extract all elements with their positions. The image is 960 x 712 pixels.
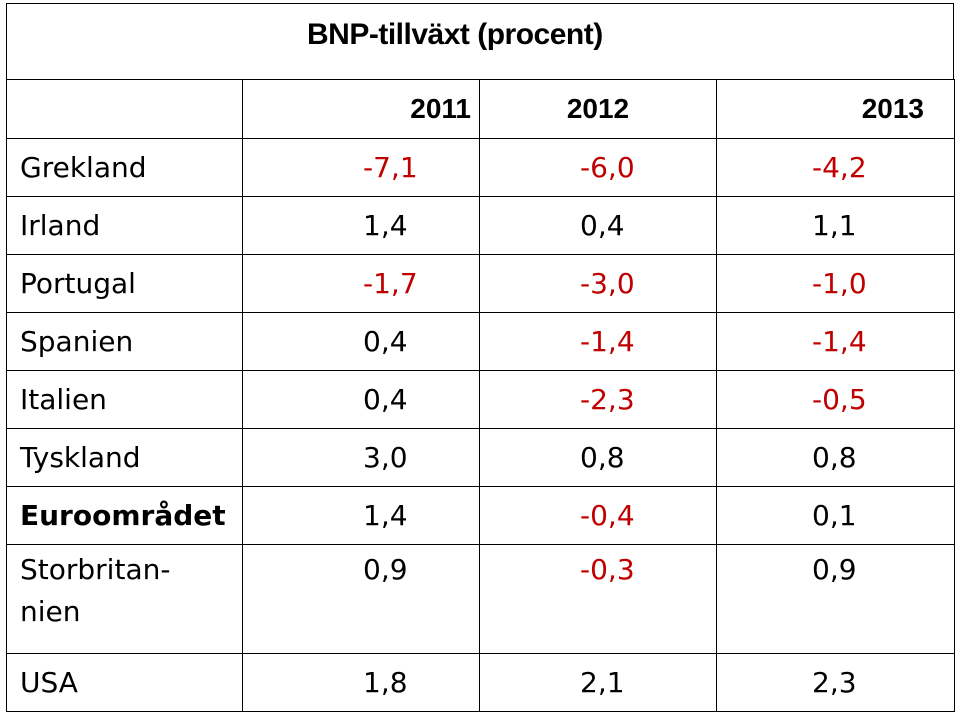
growth-value-2013: 0,9	[716, 544, 955, 654]
header-row: 2011 2012 2013	[6, 79, 955, 139]
country-name: Italien	[6, 370, 243, 429]
growth-value-2012: -0,3	[479, 544, 717, 654]
country-name: USA	[6, 653, 243, 712]
title-cell: BNP-tillväxt (procent)	[6, 3, 954, 79]
growth-value-2013: 0,8	[716, 428, 955, 487]
growth-value-2011: 0,4	[242, 312, 480, 371]
growth-value-2013: -4,2	[716, 138, 955, 197]
table-row: Irland 1,4 0,4 1,1	[6, 196, 955, 255]
table-row: Italien 0,4 -2,3 -0,5	[6, 370, 955, 429]
growth-value-2013: -1,0	[716, 254, 955, 313]
growth-value-2011: 0,9	[242, 544, 480, 654]
growth-value-2013: 1,1	[716, 196, 955, 255]
growth-value-2013: -1,4	[716, 312, 955, 371]
growth-value-2013: 2,3	[716, 653, 955, 712]
header-year-2013: 2013	[716, 79, 955, 139]
table-row: Grekland -7,1 -6,0 -4,2	[6, 138, 955, 197]
country-name: Portugal	[6, 254, 243, 313]
country-name: Spanien	[6, 312, 243, 371]
growth-value-2012: 0,8	[479, 428, 717, 487]
country-name: Storbritan- nien	[6, 544, 243, 654]
country-name: Irland	[6, 196, 243, 255]
table-row: USA 1,8 2,1 2,3	[6, 653, 955, 712]
header-empty-cell	[6, 79, 243, 139]
growth-value-2012: 0,4	[479, 196, 717, 255]
growth-value-2013: 0,1	[716, 486, 955, 545]
growth-value-2012: 2,1	[479, 653, 717, 712]
header-year-2011: 2011	[242, 79, 480, 139]
growth-value-2012: -2,3	[479, 370, 717, 429]
country-name: Euroområdet	[6, 486, 243, 545]
growth-value-2011: 1,8	[242, 653, 480, 712]
table-row: Euroområdet 1,4 -0,4 0,1	[6, 486, 955, 545]
growth-value-2011: -1,7	[242, 254, 480, 313]
growth-value-2012: -1,4	[479, 312, 717, 371]
growth-value-2012: -6,0	[479, 138, 717, 197]
table-row: Spanien 0,4 -1,4 -1,4	[6, 312, 955, 371]
gdp-table: 2011 2012 2013 Grekland -7,1 -6,0 -4,2 Irlan…	[6, 79, 955, 712]
header-year-2012: 2012	[479, 79, 717, 139]
growth-value-2013: -0,5	[716, 370, 955, 429]
growth-value-2011: 1,4	[242, 486, 480, 545]
growth-value-2011: 1,4	[242, 196, 480, 255]
growth-value-2011: -7,1	[242, 138, 480, 197]
table-title: BNP-tillväxt (procent)	[307, 18, 603, 51]
table-body: Grekland -7,1 -6,0 -4,2 Irland 1,4 0,4 1,1 Portu…	[6, 138, 955, 712]
country-name: Grekland	[6, 138, 243, 197]
country-name: Tyskland	[6, 428, 243, 487]
table-row: Tyskland 3,0 0,8 0,8	[6, 428, 955, 487]
growth-value-2011: 3,0	[242, 428, 480, 487]
growth-value-2011: 0,4	[242, 370, 480, 429]
table-row: Portugal -1,7 -3,0 -1,0	[6, 254, 955, 313]
growth-value-2012: -0,4	[479, 486, 717, 545]
growth-value-2012: -3,0	[479, 254, 717, 313]
table-row: Storbritan- nien 0,9 -0,3 0,9	[6, 544, 955, 654]
